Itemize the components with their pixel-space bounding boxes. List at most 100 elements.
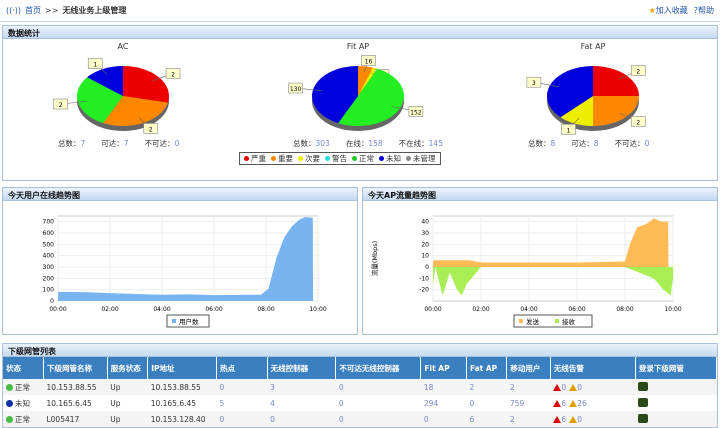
- table-title: 下级网管列表: [3, 344, 717, 357]
- login-nms-icon[interactable]: [638, 381, 649, 391]
- pie-label-box: [53, 98, 68, 110]
- table-row[interactable]: 未知 10.165.6.45 Up 10.165.6.45 5 4 0 294 …: [3, 395, 717, 411]
- major-alarm-count[interactable]: 0: [577, 382, 582, 392]
- pie-slice[interactable]: [358, 67, 378, 96]
- y-tick-label: 10: [421, 253, 429, 260]
- pie-slice[interactable]: [593, 66, 639, 96]
- hotspot-cell[interactable]: 0: [216, 379, 268, 395]
- login-nms-icon[interactable]: [638, 413, 649, 423]
- stat-key: 可达：: [571, 139, 594, 148]
- pie-slice[interactable]: [338, 68, 405, 127]
- stat-key: 总数：: [293, 139, 316, 148]
- table-row[interactable]: 正常 10.153.88.55 Up 10.153.88.55 0 3 0 18…: [3, 379, 717, 395]
- fat-ap-cell[interactable]: 2: [466, 379, 507, 395]
- fat-ap-cell[interactable]: 0: [469, 398, 475, 408]
- pie-slice[interactable]: [77, 77, 123, 124]
- stat-key: 总数：: [528, 139, 551, 148]
- stat-value: 7: [123, 139, 129, 148]
- pie-label: 152: [410, 109, 422, 116]
- critical-alarm-count[interactable]: 6: [561, 398, 567, 408]
- ac-cell[interactable]: 3: [267, 379, 336, 395]
- fit-ap-cell[interactable]: 294: [423, 398, 439, 408]
- ap-traffic-panel: 今天AP流量趋势图 -20 -10 0 10 20 30 40 00:00 02:00 04:00…: [362, 187, 718, 335]
- fit-ap-cell[interactable]: 18: [420, 379, 467, 395]
- column-header[interactable]: 热点: [216, 357, 268, 379]
- stat-key: 总数：: [58, 139, 81, 148]
- login-nms-icon[interactable]: [638, 397, 649, 407]
- legend-dot-icon: [298, 156, 303, 161]
- ac-cell[interactable]: 0: [267, 411, 336, 427]
- major-alarm-count[interactable]: 0: [577, 414, 582, 424]
- legend-dot-icon: [379, 156, 384, 161]
- pie-slice[interactable]: [103, 96, 168, 126]
- series-area: [58, 217, 314, 301]
- pie-label-box: [630, 65, 646, 76]
- legend-item: 正常: [352, 154, 374, 163]
- breadcrumb-separator: >>: [45, 6, 59, 15]
- unreachable-ac-cell[interactable]: 0: [338, 398, 344, 408]
- column-header[interactable]: IP地址: [147, 357, 217, 379]
- critical-alarm-count[interactable]: 0: [561, 382, 567, 392]
- hotspot-cell[interactable]: 0: [216, 411, 268, 427]
- pie-slice[interactable]: [358, 66, 373, 96]
- y-axis-label: 流量(Mbps): [370, 241, 379, 276]
- column-header[interactable]: 状态: [3, 357, 44, 379]
- legend-dot-icon: [352, 156, 357, 161]
- stat-value: 0: [174, 139, 180, 148]
- pie-slice[interactable]: [560, 96, 593, 126]
- y-tick-label: 40: [421, 219, 429, 226]
- major-alarm-count[interactable]: 26: [577, 398, 587, 408]
- mobile-users-cell[interactable]: 2: [506, 379, 551, 395]
- ac-cell[interactable]: 4: [270, 398, 275, 408]
- pie-slice[interactable]: [593, 96, 639, 126]
- legend-label: 重要: [278, 154, 293, 163]
- column-header[interactable]: 无线告警: [550, 357, 636, 379]
- fit-ap-cell[interactable]: 0: [420, 411, 467, 427]
- subordinate-nms-panel: 下级网管列表 状态 下级网管名称 服务状态 IP地址 热点 无线控制器 不可达无线控制器 Fi…: [2, 343, 718, 428]
- legend-dot-icon: [271, 156, 276, 161]
- x-tick-label: 00:00: [424, 306, 441, 313]
- mobile-users-cell[interactable]: 2: [506, 411, 551, 427]
- pie-label: 2: [636, 119, 640, 126]
- status-cell: 正常: [3, 379, 44, 395]
- column-header[interactable]: 不可达无线控制器: [335, 357, 422, 379]
- fat-ap-cell[interactable]: 6: [466, 411, 507, 427]
- column-header[interactable]: 移动用户: [506, 357, 551, 379]
- y-tick-label: 400: [43, 253, 55, 260]
- column-header[interactable]: Fat AP: [466, 357, 508, 379]
- column-header[interactable]: 下级网管名称: [43, 357, 108, 379]
- legend-dot-icon: [244, 156, 249, 161]
- hotspot-cell[interactable]: 5: [219, 398, 225, 408]
- unreachable-ac-cell[interactable]: 0: [335, 379, 421, 395]
- column-header[interactable]: Fit AP: [420, 357, 467, 379]
- pie-label-box: [165, 68, 181, 79]
- legend-label: 正常: [359, 154, 374, 163]
- pie-slice[interactable]: [547, 66, 593, 118]
- nms-name-cell: 10.165.6.45: [46, 398, 92, 408]
- stat-item: 在线：158: [346, 139, 383, 148]
- header-bar: ((·)) 首页 >> 无线业务上级管理 ★加入收藏 ?帮助: [0, 0, 720, 22]
- help-button[interactable]: ?帮助: [694, 5, 714, 16]
- pie-slice[interactable]: [311, 66, 358, 124]
- stat-item: 总数：8: [528, 139, 555, 148]
- login-cell: [635, 379, 717, 395]
- add-favorite-button[interactable]: ★加入收藏: [649, 5, 688, 16]
- critical-alarm-count[interactable]: 6: [561, 414, 567, 424]
- unreachable-ac-cell[interactable]: 0: [335, 411, 421, 427]
- column-header[interactable]: 服务状态: [107, 357, 149, 379]
- column-header[interactable]: 无线控制器: [267, 357, 337, 379]
- y-tick-label: 0: [50, 298, 54, 305]
- help-icon: ?: [693, 6, 698, 15]
- breadcrumb-home-link[interactable]: 首页: [25, 6, 42, 15]
- stat-value: 0: [644, 139, 650, 148]
- pie-title: Fit AP: [346, 42, 370, 51]
- column-header[interactable]: 登录下级网管: [635, 357, 718, 379]
- mobile-users-cell[interactable]: 759: [509, 398, 525, 408]
- status-legend: 严重 重要 次要 警告 正常 未知 未管理: [239, 152, 441, 165]
- legend-swatch: [172, 319, 176, 323]
- pie-slice[interactable]: [123, 66, 169, 103]
- pie-slice[interactable]: [87, 66, 123, 96]
- pie-chart: 2 2 1 3: [526, 65, 646, 135]
- pie-label: 2: [636, 69, 640, 76]
- table-row[interactable]: 正常 L005417 Up 10.153.128.40 0 0 0 0 6 2 …: [3, 411, 717, 427]
